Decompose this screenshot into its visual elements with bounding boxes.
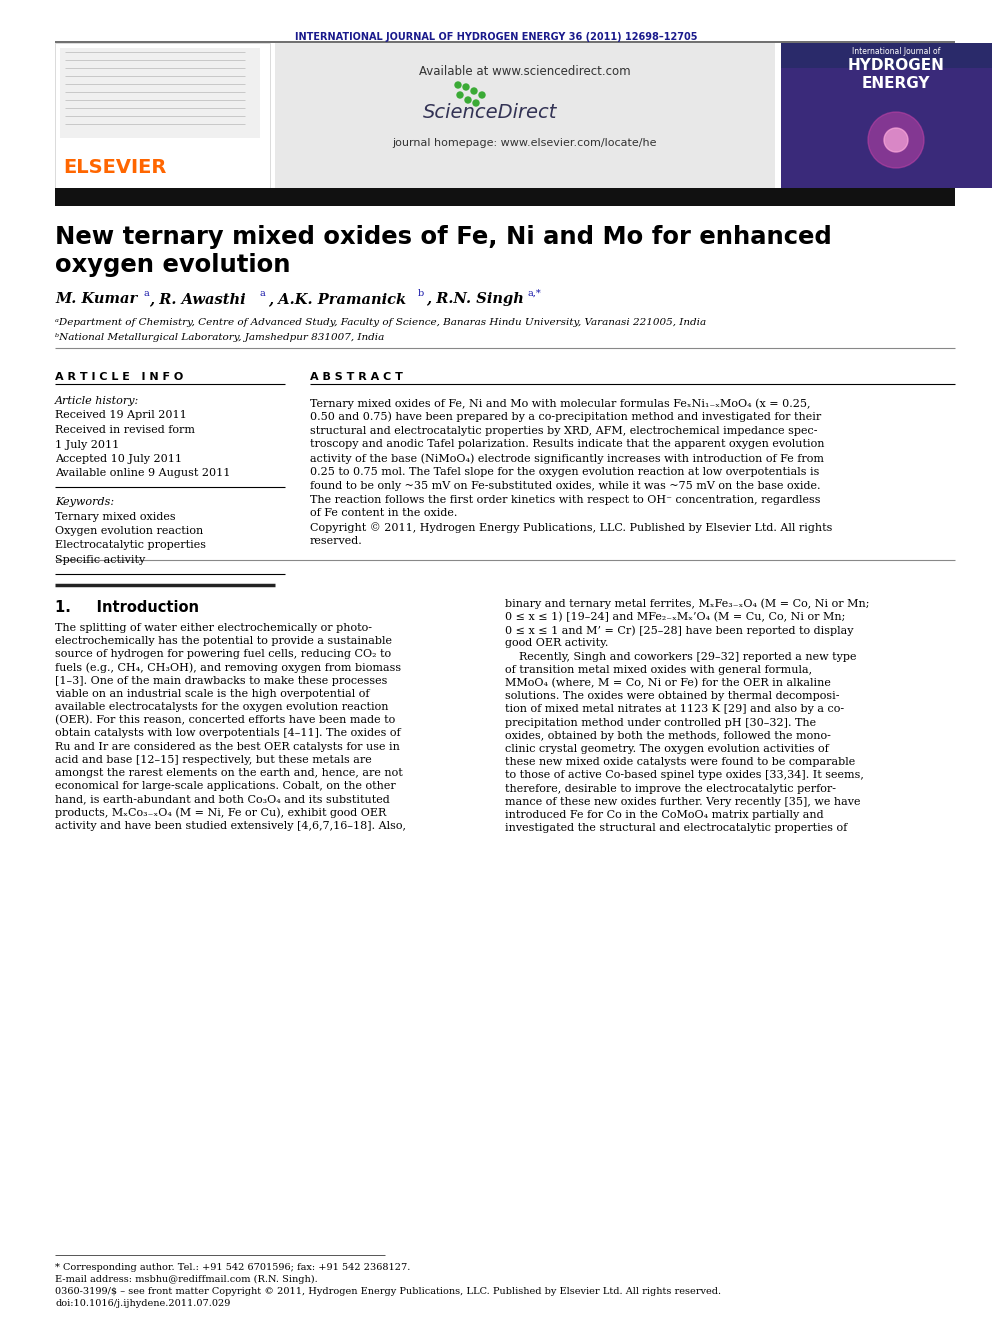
Text: Accepted 10 July 2011: Accepted 10 July 2011 <box>55 454 182 464</box>
Text: acid and base [12–15] respectively, but these metals are: acid and base [12–15] respectively, but … <box>55 755 372 765</box>
Circle shape <box>457 93 463 98</box>
Text: hand, is earth-abundant and both Co₃O₄ and its substituted: hand, is earth-abundant and both Co₃O₄ a… <box>55 794 390 804</box>
Text: a: a <box>143 288 149 298</box>
Bar <box>60 48 260 138</box>
Text: products, MₓCo₃₋ₓO₄ (M = Ni, Fe or Cu), exhibit good OER: products, MₓCo₃₋ₓO₄ (M = Ni, Fe or Cu), … <box>55 807 386 818</box>
Text: 1.     Introduction: 1. Introduction <box>55 599 199 615</box>
Text: mance of these new oxides further. Very recently [35], we have: mance of these new oxides further. Very … <box>505 796 860 807</box>
Text: introduced Fe for Co in the CoMoO₄ matrix partially and: introduced Fe for Co in the CoMoO₄ matri… <box>505 810 823 820</box>
Text: Available at www.sciencedirect.com: Available at www.sciencedirect.com <box>420 65 631 78</box>
Text: oxides, obtained by both the methods, followed the mono-: oxides, obtained by both the methods, fo… <box>505 730 831 741</box>
Text: viable on an industrial scale is the high overpotential of: viable on an industrial scale is the hig… <box>55 689 369 699</box>
Text: activity and have been studied extensively [4,6,7,16–18]. Also,: activity and have been studied extensive… <box>55 820 406 831</box>
Bar <box>55 44 270 188</box>
Text: fuels (e.g., CH₄, CH₃OH), and removing oxygen from biomass: fuels (e.g., CH₄, CH₃OH), and removing o… <box>55 663 401 673</box>
Text: INTERNATIONAL JOURNAL OF HYDROGEN ENERGY 36 (2011) 12698–12705: INTERNATIONAL JOURNAL OF HYDROGEN ENERGY… <box>295 32 697 42</box>
Text: these new mixed oxide catalysts were found to be comparable: these new mixed oxide catalysts were fou… <box>505 757 855 767</box>
Text: binary and ternary metal ferrites, MₓFe₃₋ₓO₄ (M = Co, Ni or Mn;: binary and ternary metal ferrites, MₓFe₃… <box>505 599 870 610</box>
Bar <box>275 44 775 188</box>
Text: Available online 9 August 2011: Available online 9 August 2011 <box>55 468 230 479</box>
Text: New ternary mixed oxides of Fe, Ni and Mo for enhanced: New ternary mixed oxides of Fe, Ni and M… <box>55 225 831 249</box>
Text: reserved.: reserved. <box>310 536 363 546</box>
Text: 1 July 2011: 1 July 2011 <box>55 439 119 450</box>
Text: therefore, desirable to improve the electrocatalytic perfor-: therefore, desirable to improve the elec… <box>505 783 836 794</box>
Text: solutions. The oxides were obtained by thermal decomposi-: solutions. The oxides were obtained by t… <box>505 691 839 701</box>
Text: 0.50 and 0.75) have been prepared by a co-precipitation method and investigated : 0.50 and 0.75) have been prepared by a c… <box>310 411 821 422</box>
Text: , A.K. Pramanick: , A.K. Pramanick <box>268 292 406 306</box>
Text: doi:10.1016/j.ijhydene.2011.07.029: doi:10.1016/j.ijhydene.2011.07.029 <box>55 1299 230 1308</box>
Text: Ternary mixed oxides of Fe, Ni and Mo with molecular formulas FeₓNi₁₋ₓMoO₄ (x = : Ternary mixed oxides of Fe, Ni and Mo wi… <box>310 398 810 409</box>
Text: MMoO₄ (where, M = Co, Ni or Fe) for the OER in alkaline: MMoO₄ (where, M = Co, Ni or Fe) for the … <box>505 677 831 688</box>
Bar <box>781 44 992 67</box>
Text: investigated the structural and electrocatalytic properties of: investigated the structural and electroc… <box>505 823 847 833</box>
Text: International Journal of: International Journal of <box>852 48 940 56</box>
Text: The reaction follows the first order kinetics with respect to OH⁻ concentration,: The reaction follows the first order kin… <box>310 495 820 504</box>
Text: Electrocatalytic properties: Electrocatalytic properties <box>55 541 206 550</box>
Text: Ru and Ir are considered as the best OER catalysts for use in: Ru and Ir are considered as the best OER… <box>55 742 400 751</box>
Text: precipitation method under controlled pH [30–32]. The: precipitation method under controlled pH… <box>505 717 816 728</box>
Circle shape <box>471 89 477 94</box>
Text: available electrocatalysts for the oxygen evolution reaction: available electrocatalysts for the oxyge… <box>55 703 389 712</box>
Text: A B S T R A C T: A B S T R A C T <box>310 372 403 382</box>
Text: amongst the rarest elements on the earth and, hence, are not: amongst the rarest elements on the earth… <box>55 767 403 778</box>
Text: (OER). For this reason, concerted efforts have been made to: (OER). For this reason, concerted effort… <box>55 716 395 725</box>
Circle shape <box>868 112 924 168</box>
Text: troscopy and anodic Tafel polarization. Results indicate that the apparent oxyge: troscopy and anodic Tafel polarization. … <box>310 439 824 450</box>
Text: ᵃDepartment of Chemistry, Centre of Advanced Study, Faculty of Science, Banaras : ᵃDepartment of Chemistry, Centre of Adva… <box>55 318 706 327</box>
Text: Ternary mixed oxides: Ternary mixed oxides <box>55 512 176 521</box>
Text: 0.25 to 0.75 mol. The Tafel slope for the oxygen evolution reaction at low overp: 0.25 to 0.75 mol. The Tafel slope for th… <box>310 467 819 478</box>
Text: Received in revised form: Received in revised form <box>55 425 195 435</box>
Text: ScienceDirect: ScienceDirect <box>423 103 558 122</box>
Text: A R T I C L E   I N F O: A R T I C L E I N F O <box>55 372 184 382</box>
Text: The splitting of water either electrochemically or photo-: The splitting of water either electroche… <box>55 623 372 632</box>
Text: E-mail address: msbhu@rediffmail.com (R.N. Singh).: E-mail address: msbhu@rediffmail.com (R.… <box>55 1275 317 1285</box>
Text: obtain catalysts with low overpotentials [4–11]. The oxides of: obtain catalysts with low overpotentials… <box>55 729 401 738</box>
Bar <box>55 188 955 206</box>
Text: b: b <box>418 288 425 298</box>
Text: Received 19 April 2011: Received 19 April 2011 <box>55 410 186 421</box>
Text: ELSEVIER: ELSEVIER <box>63 157 167 177</box>
Text: to those of active Co-based spinel type oxides [33,34]. It seems,: to those of active Co-based spinel type … <box>505 770 864 781</box>
Text: M. Kumar: M. Kumar <box>55 292 137 306</box>
Text: Oxygen evolution reaction: Oxygen evolution reaction <box>55 527 203 536</box>
Text: good OER activity.: good OER activity. <box>505 639 608 648</box>
Text: oxygen evolution: oxygen evolution <box>55 253 291 277</box>
Text: source of hydrogen for powering fuel cells, reducing CO₂ to: source of hydrogen for powering fuel cel… <box>55 650 391 659</box>
Text: tion of mixed metal nitrates at 1123 K [29] and also by a co-: tion of mixed metal nitrates at 1123 K [… <box>505 704 844 714</box>
Text: of Fe content in the oxide.: of Fe content in the oxide. <box>310 508 457 519</box>
Text: Recently, Singh and coworkers [29–32] reported a new type: Recently, Singh and coworkers [29–32] re… <box>505 652 856 662</box>
Text: found to be only ~35 mV on Fe-substituted oxides, while it was ~75 mV on the bas: found to be only ~35 mV on Fe-substitute… <box>310 480 820 491</box>
Text: Copyright © 2011, Hydrogen Energy Publications, LLC. Published by Elsevier Ltd. : Copyright © 2011, Hydrogen Energy Public… <box>310 523 832 533</box>
Circle shape <box>473 101 479 106</box>
Text: * Corresponding author. Tel.: +91 542 6701596; fax: +91 542 2368127.: * Corresponding author. Tel.: +91 542 67… <box>55 1263 411 1271</box>
Text: Keywords:: Keywords: <box>55 497 114 507</box>
Text: 0 ≤ x ≤ 1 and M’ = Cr) [25–28] have been reported to display: 0 ≤ x ≤ 1 and M’ = Cr) [25–28] have been… <box>505 626 853 636</box>
Text: a,*: a,* <box>527 288 541 298</box>
Text: , R.N. Singh: , R.N. Singh <box>426 292 524 306</box>
Text: Article history:: Article history: <box>55 396 139 406</box>
Text: , R. Awasthi: , R. Awasthi <box>149 292 246 306</box>
Text: journal homepage: www.elsevier.com/locate/he: journal homepage: www.elsevier.com/locat… <box>393 138 658 148</box>
Bar <box>781 44 992 188</box>
Text: Specific activity: Specific activity <box>55 556 145 565</box>
Text: HYDROGEN: HYDROGEN <box>847 58 944 73</box>
Text: ENERGY: ENERGY <box>862 75 930 91</box>
Text: structural and electrocatalytic properties by XRD, AFM, electrochemical impedanc: structural and electrocatalytic properti… <box>310 426 817 435</box>
Circle shape <box>455 82 461 89</box>
Text: 0360-3199/$ – see front matter Copyright © 2011, Hydrogen Energy Publications, L: 0360-3199/$ – see front matter Copyright… <box>55 1287 721 1297</box>
Text: 0 ≤ x ≤ 1) [19–24] and MFe₂₋ₓMₓ’O₄ (M = Cu, Co, Ni or Mn;: 0 ≤ x ≤ 1) [19–24] and MFe₂₋ₓMₓ’O₄ (M = … <box>505 613 845 622</box>
Circle shape <box>463 83 469 90</box>
Circle shape <box>465 97 471 103</box>
Text: clinic crystal geometry. The oxygen evolution activities of: clinic crystal geometry. The oxygen evol… <box>505 744 828 754</box>
Text: of transition metal mixed oxides with general formula,: of transition metal mixed oxides with ge… <box>505 664 812 675</box>
Text: electrochemically has the potential to provide a sustainable: electrochemically has the potential to p… <box>55 636 392 646</box>
Text: ᵇNational Metallurgical Laboratory, Jamshedpur 831007, India: ᵇNational Metallurgical Laboratory, Jams… <box>55 333 384 343</box>
Circle shape <box>884 128 908 152</box>
Circle shape <box>479 93 485 98</box>
Text: activity of the base (NiMoO₄) electrode significantly increases with introductio: activity of the base (NiMoO₄) electrode … <box>310 454 824 464</box>
Text: economical for large-scale applications. Cobalt, on the other: economical for large-scale applications.… <box>55 781 396 791</box>
Text: [1–3]. One of the main drawbacks to make these processes: [1–3]. One of the main drawbacks to make… <box>55 676 387 685</box>
Text: a: a <box>260 288 266 298</box>
